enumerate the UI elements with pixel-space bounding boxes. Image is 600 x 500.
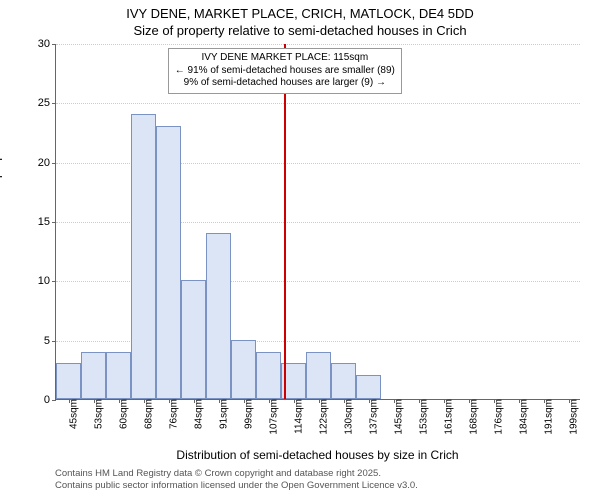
- credit-text: Contains HM Land Registry data © Crown c…: [55, 468, 418, 493]
- histogram-bar: [181, 280, 206, 399]
- gridline: [56, 44, 580, 45]
- y-tick-label: 0: [44, 394, 56, 406]
- histogram-bar: [81, 352, 106, 399]
- x-tick-label: 84sqm: [191, 399, 204, 429]
- title-line-1: IVY DENE, MARKET PLACE, CRICH, MATLOCK, …: [0, 6, 600, 23]
- plot-area: 05101520253045sqm53sqm60sqm68sqm76sqm84s…: [55, 44, 580, 400]
- histogram-bar: [206, 233, 231, 399]
- x-tick-label: 53sqm: [91, 399, 104, 429]
- histogram-bar: [231, 340, 256, 399]
- x-tick-label: 199sqm: [566, 399, 579, 435]
- credit-line-1: Contains HM Land Registry data © Crown c…: [55, 468, 418, 480]
- x-tick-label: 91sqm: [216, 399, 229, 429]
- annotation-line: IVY DENE MARKET PLACE: 115sqm: [175, 52, 395, 65]
- annotation-box: IVY DENE MARKET PLACE: 115sqm← 91% of se…: [168, 48, 402, 94]
- x-tick-label: 176sqm: [491, 399, 504, 435]
- x-tick-label: 68sqm: [141, 399, 154, 429]
- x-tick-label: 122sqm: [316, 399, 329, 435]
- y-tick-label: 10: [38, 275, 56, 287]
- x-tick-label: 137sqm: [366, 399, 379, 435]
- annotation-line: 9% of semi-detached houses are larger (9…: [175, 77, 395, 90]
- x-tick-label: 76sqm: [166, 399, 179, 429]
- title-line-2: Size of property relative to semi-detach…: [0, 23, 600, 40]
- y-tick-label: 25: [38, 97, 56, 109]
- histogram-bar: [306, 352, 331, 399]
- x-tick-label: 60sqm: [116, 399, 129, 429]
- histogram-bar: [106, 352, 131, 399]
- y-tick-label: 5: [44, 335, 56, 347]
- y-tick-label: 30: [38, 38, 56, 50]
- x-tick-label: 99sqm: [241, 399, 254, 429]
- x-tick-label: 161sqm: [441, 399, 454, 435]
- x-tick-label: 145sqm: [391, 399, 404, 435]
- y-tick-label: 20: [38, 157, 56, 169]
- x-tick-label: 45sqm: [66, 399, 79, 429]
- chart-title: IVY DENE, MARKET PLACE, CRICH, MATLOCK, …: [0, 6, 600, 40]
- x-tick-label: 184sqm: [516, 399, 529, 435]
- histogram-bar: [156, 126, 181, 399]
- x-tick-label: 130sqm: [341, 399, 354, 435]
- x-tick-label: 168sqm: [466, 399, 479, 435]
- gridline: [56, 103, 580, 104]
- histogram-bar: [331, 363, 356, 399]
- marker-line: [284, 44, 286, 399]
- histogram-bar: [256, 352, 281, 399]
- y-axis-label: Number of semi-detached properties: [0, 125, 3, 320]
- x-tick-label: 107sqm: [266, 399, 279, 435]
- histogram-bar: [356, 375, 381, 399]
- x-tick-label: 153sqm: [416, 399, 429, 435]
- histogram-bar: [131, 114, 156, 399]
- x-tick-label: 191sqm: [541, 399, 554, 435]
- annotation-line: ← 91% of semi-detached houses are smalle…: [175, 65, 395, 78]
- credit-line-2: Contains public sector information licen…: [55, 480, 418, 492]
- y-tick-label: 15: [38, 216, 56, 228]
- x-tick-label: 114sqm: [291, 399, 304, 434]
- x-axis-label: Distribution of semi-detached houses by …: [55, 448, 580, 462]
- histogram-bar: [56, 363, 81, 399]
